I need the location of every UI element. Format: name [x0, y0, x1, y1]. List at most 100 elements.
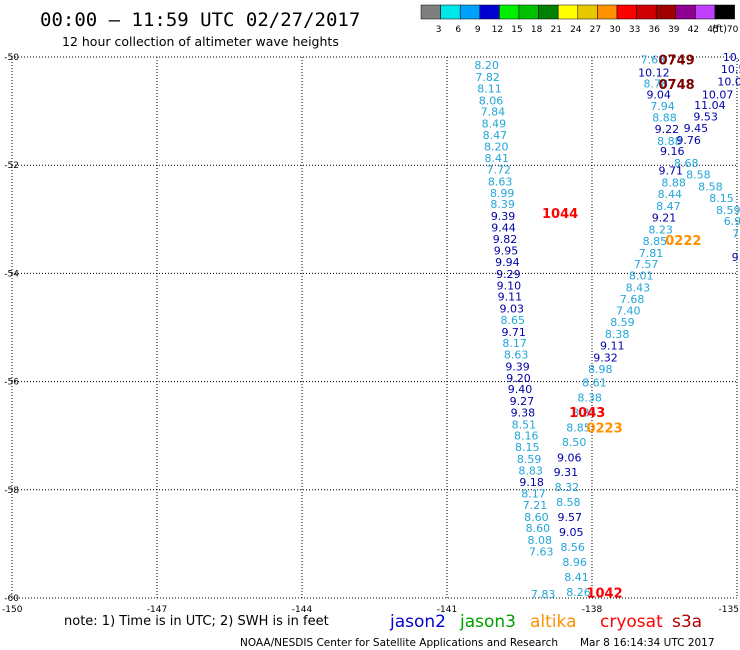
scale-label: 24 — [570, 25, 582, 35]
wave-height-label: 9.04 — [646, 88, 671, 101]
wave-height-label: 8.68 — [674, 157, 699, 170]
wave-height-label: 8.32 — [555, 481, 580, 494]
scale-swatch — [655, 4, 677, 20]
scale-swatch — [695, 4, 716, 20]
wave-height-label: 8.65 — [500, 314, 525, 327]
plot-title: 00:00 – 11:59 UTC 02/27/2017 — [40, 9, 360, 31]
wave-height-label: 8.17 — [502, 337, 527, 350]
wave-height-label: 7.83 — [531, 588, 556, 601]
x-tick-label: -135 — [719, 605, 739, 615]
wave-height-label: 9.06 — [557, 451, 582, 464]
wave-height-label: 8.38 — [605, 328, 630, 341]
scale-label: 6 — [455, 25, 461, 35]
longitude-tick-labels: -150 -147 -144 -141 -138 -135 — [2, 605, 739, 615]
wave-height-label: 7.40 — [616, 305, 641, 318]
wave-height-label: 9.76 — [676, 134, 701, 147]
wave-height-label: 8.98 — [588, 363, 613, 376]
x-tick-label: -144 — [292, 605, 313, 615]
wave-height-label: 8.58 — [556, 496, 581, 509]
scale-label: 12 — [492, 25, 503, 35]
wave-height-label: 9.11 — [600, 339, 625, 352]
wave-height-label: 8.63 — [504, 349, 529, 362]
y-tick-label: -56 — [4, 378, 19, 388]
wave-height-label: 10.5 — [721, 63, 740, 76]
wave-height-label: 8.44 — [658, 188, 683, 201]
scale-label: 15 — [511, 25, 522, 35]
scale-swatch — [616, 4, 637, 20]
lat-lon-grid — [11, 56, 738, 599]
plot-subtitle: 12 hour collection of altimeter wave hei… — [62, 34, 339, 49]
wave-height-label: 10.07 — [702, 88, 734, 101]
scale-swatch — [440, 4, 461, 20]
wave-height-label: 7.21 — [523, 499, 548, 512]
wave-height-label: 8.26 — [566, 586, 591, 599]
scale-label: 39 — [668, 25, 680, 35]
wave-height-label: 8.08 — [528, 534, 553, 547]
wave-height-label: 7.72 — [486, 164, 511, 177]
wave-height-label: 8.88 — [657, 135, 682, 148]
legend-entry-s3a: s3a — [672, 612, 702, 632]
pass-time-label: 0749 — [658, 54, 694, 69]
pass-time-label: 1044 — [542, 207, 578, 222]
scale-swatch — [479, 4, 500, 20]
wave-height-label: 8.51 — [512, 418, 537, 431]
wave-height-label: 8.06 — [479, 94, 504, 107]
wave-height-label: 9.10 — [497, 279, 522, 292]
wave-height-label: 9.45 — [684, 122, 709, 135]
credit-line: NOAA/NESDIS Center for Satellite Applica… — [240, 637, 558, 649]
wave-height-label: 8.20 — [484, 140, 509, 153]
x-tick-label: -141 — [437, 605, 457, 615]
pass-time-label: 1043 — [569, 406, 605, 421]
wave-height-label: 8.88 — [652, 112, 677, 125]
scale-swatch — [538, 4, 559, 20]
scale-swatch — [714, 4, 735, 20]
pass-time-label: 0223 — [586, 422, 622, 437]
wave-height-label: 8.47 — [656, 200, 681, 213]
scale-swatch — [557, 4, 579, 20]
wave-height-label: 9.40 — [508, 383, 533, 396]
scale-swatch — [459, 4, 481, 20]
pass-time-label: 0748 — [658, 78, 694, 93]
wave-height-label: 8.59 — [716, 204, 740, 217]
scale-label: 36 — [648, 25, 660, 35]
timestamp: Mar 8 16:14:34 UTC 2017 — [580, 637, 715, 649]
wave-height-label: 8.15 — [709, 192, 734, 205]
wave-height-label: 7.82 — [475, 71, 500, 84]
wave-height-label: 9.29 — [496, 268, 521, 281]
wave-height-label: 8.38 — [577, 391, 602, 404]
y-tick-label: -60 — [4, 594, 19, 604]
wave-height-label: 9.05 — [559, 526, 584, 539]
wave-height-label: 8.23 — [648, 224, 673, 237]
scale-label: 45 — [707, 25, 718, 35]
wave-height-label: 8.78 — [644, 78, 669, 91]
wave-height-label: 8.84 — [572, 406, 597, 419]
scale-label: 9 — [475, 25, 481, 35]
wave-height-label: 8.99 — [490, 187, 515, 200]
wave-height-label: 9.11 — [498, 291, 523, 304]
wave-height-label: 8.41 — [564, 571, 589, 584]
wave-height-label: 9.21 — [652, 212, 677, 225]
wave-height-label: 8.60 — [524, 511, 549, 524]
scale-label: 21 — [550, 25, 561, 35]
legend-entry-jason3: jason3 — [459, 612, 516, 632]
wave-height-label: 9.27 — [510, 395, 535, 408]
wave-height-label: 7.68 — [641, 54, 666, 67]
legend-entry-cryosat: cryosat — [600, 612, 663, 632]
legend-entry-jason2: jason2 — [389, 612, 446, 632]
scale-label: 27 — [590, 25, 601, 35]
wave-height-label: 9.22 — [655, 123, 680, 136]
scale-label: 18 — [531, 25, 543, 35]
wave-height-label: 9.39 — [505, 360, 530, 373]
scale-swatch — [518, 4, 539, 20]
wave-height-label: 7.4 — [732, 227, 740, 240]
x-tick-label: -150 — [2, 605, 23, 615]
y-tick-label: -58 — [4, 486, 19, 496]
wave-height-label: 9.57 — [558, 511, 583, 524]
wave-height-label: 9.71 — [659, 165, 684, 178]
pass-time-label: 1042 — [586, 587, 622, 602]
wave-height-label: 8.85 — [643, 235, 668, 248]
wave-height-label: 9.95 — [494, 245, 519, 258]
wave-height-label: 8.85 — [566, 422, 591, 435]
wave-height-label: 9.18 — [519, 476, 544, 489]
